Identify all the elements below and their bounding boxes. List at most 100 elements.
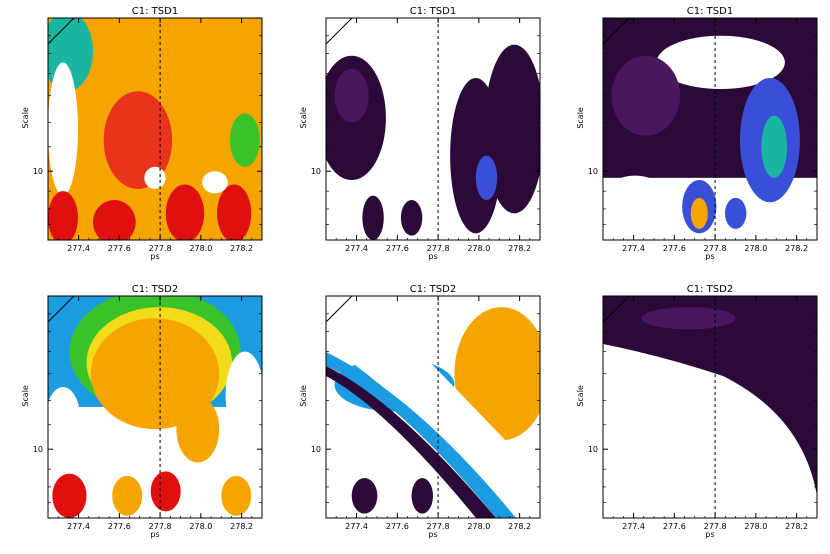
heatmap-region: [165, 184, 205, 240]
y-tick-label: 10: [588, 167, 598, 176]
x-tick-label: 277.4: [345, 244, 368, 253]
x-tick-label: 278.2: [508, 522, 531, 531]
x-tick-label: 278.2: [785, 244, 808, 253]
heatmap-regions: [326, 296, 540, 518]
panel-title: C1: TSD2: [132, 284, 178, 295]
heatmap-region: [761, 115, 788, 178]
heatmap-regions: [603, 296, 817, 496]
x-tick-label: 277.6: [386, 522, 409, 531]
heatmap-regions: [48, 296, 262, 518]
y-tick-label: 10: [33, 445, 43, 454]
heatmap-region: [400, 200, 423, 236]
x-tick-label: 278.0: [467, 244, 490, 253]
heatmap-regions: [326, 44, 540, 240]
cone-of-influence-line: [603, 18, 630, 45]
x-tick-label: 277.6: [108, 244, 131, 253]
x-tick-label: 277.4: [622, 244, 645, 253]
heatmap-region: [144, 166, 166, 189]
heatmap-region: [202, 171, 228, 194]
x-tick-label: 278.0: [467, 522, 490, 531]
x-tick-label: 277.6: [663, 244, 686, 253]
x-tick-label: 277.8: [427, 522, 450, 531]
x-tick-label: 278.2: [508, 244, 531, 253]
x-tick-label: 277.8: [149, 522, 172, 531]
heatmap-region: [326, 366, 496, 518]
x-tick-label: 278.2: [230, 244, 253, 253]
heatmap-region: [221, 475, 252, 516]
y-axis-label: Scale: [576, 385, 585, 407]
x-tick-label: 278.0: [189, 522, 212, 531]
x-tick-label: 277.6: [386, 244, 409, 253]
heatmap-region: [48, 387, 81, 450]
heatmap-region: [411, 478, 433, 514]
heatmap-region: [217, 184, 252, 240]
panel-1: 277.4 277.6 277.8 278.0 278.2 10 C1: TSD1 ps Sca…: [21, 6, 263, 261]
panel-title: C1: TSD2: [410, 284, 456, 295]
cone-of-influence-line: [48, 296, 75, 323]
cone-of-influence-line: [326, 18, 353, 45]
plot-frame: [325, 17, 541, 241]
plot-frame: [602, 295, 818, 519]
heatmap-region: [326, 352, 516, 518]
x-axis-label: ps: [428, 530, 437, 539]
x-tick-label: 277.6: [663, 522, 686, 531]
heatmap-region: [225, 351, 262, 441]
heatmap-region: [475, 155, 498, 201]
panel-6: 277.4 277.6 277.8 278.0 278.2 10 C1: TSD2 ps Sca…: [576, 284, 818, 539]
x-axis-label: ps: [150, 530, 159, 539]
heatmap-region: [229, 113, 260, 167]
x-tick-label: 277.4: [345, 522, 368, 531]
heatmap-region: [603, 175, 674, 238]
x-tick-label: 277.8: [704, 244, 727, 253]
heatmap-region: [690, 197, 708, 229]
x-tick-label: 277.4: [67, 244, 90, 253]
heatmap-region: [362, 195, 384, 240]
x-tick-label: 277.4: [67, 522, 90, 531]
panel-title: C1: TSD1: [132, 6, 178, 17]
x-tick-label: 277.8: [704, 522, 727, 531]
heatmap-region: [326, 326, 540, 518]
heatmap-region: [724, 197, 747, 229]
y-tick-label: 10: [311, 445, 321, 454]
panel-title: C1: TSD2: [687, 284, 733, 295]
heatmap-region: [611, 55, 681, 136]
x-tick-label: 277.8: [427, 244, 450, 253]
x-axis-label: ps: [705, 530, 714, 539]
heatmap-region: [641, 307, 736, 330]
heatmap-region: [656, 35, 785, 90]
x-tick-label: 278.2: [230, 522, 253, 531]
x-tick-label: 278.0: [744, 522, 767, 531]
y-axis-label: Scale: [21, 385, 30, 407]
plot-frame: [325, 295, 541, 519]
x-axis-label: ps: [150, 252, 159, 261]
y-axis-label: Scale: [21, 107, 30, 129]
x-tick-label: 277.4: [622, 522, 645, 531]
y-tick-label: 10: [33, 167, 43, 176]
panel-title: C1: TSD1: [687, 6, 733, 17]
cone-of-influence-line: [603, 296, 630, 323]
heatmap-region: [176, 395, 220, 463]
cone-of-influence-line: [48, 18, 75, 45]
heatmap-region: [334, 69, 369, 123]
panel-5: 277.4 277.6 277.8 278.0 278.2 10 C1: TSD2 ps Sca…: [299, 284, 541, 539]
heatmap-region: [92, 200, 136, 240]
heatmap-region: [52, 473, 87, 518]
y-axis-label: Scale: [299, 385, 308, 407]
panel-3: 277.4 277.6 277.8 278.0 278.2 10 C1: TSD1 ps Sca…: [576, 6, 818, 261]
heatmap-region: [484, 44, 540, 214]
heatmap-regions: [48, 18, 262, 240]
panel-4: 277.4 277.6 277.8 278.0 278.2 10 C1: TSD2 ps Sca…: [21, 284, 263, 539]
heatmap-region: [48, 191, 78, 240]
y-tick-label: 10: [311, 167, 321, 176]
heatmap-region: [103, 91, 173, 189]
x-tick-label: 277.8: [149, 244, 172, 253]
x-tick-label: 278.0: [189, 244, 212, 253]
y-axis-label: Scale: [299, 107, 308, 129]
heatmap-region: [150, 471, 181, 512]
plot-frame: [47, 295, 263, 519]
panel-2: 277.4 277.6 277.8 278.0 278.2 10 C1: TSD1 ps Sca…: [299, 6, 541, 261]
plot-frame: [47, 17, 263, 241]
plot-frame: [602, 17, 818, 241]
y-tick-label: 10: [588, 445, 598, 454]
x-axis-label: ps: [428, 252, 437, 261]
